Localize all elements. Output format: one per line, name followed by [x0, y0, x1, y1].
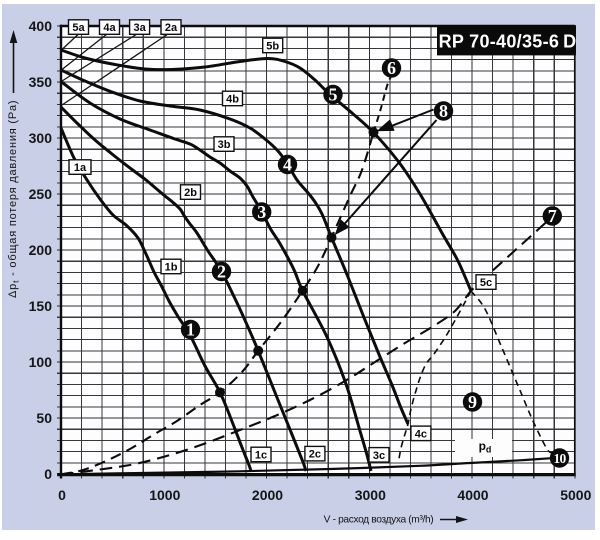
svg-text:50: 50 — [36, 410, 52, 426]
svg-text:5b: 5b — [266, 41, 279, 53]
svg-text:1000: 1000 — [149, 487, 180, 503]
svg-text:5a: 5a — [72, 22, 85, 34]
svg-text:7: 7 — [548, 206, 557, 226]
svg-text:150: 150 — [29, 298, 53, 314]
svg-text:3: 3 — [257, 202, 266, 222]
svg-text:8: 8 — [439, 101, 448, 121]
svg-text:1: 1 — [186, 320, 195, 340]
svg-text:10: 10 — [554, 451, 567, 466]
svg-text:300: 300 — [29, 130, 53, 146]
svg-text:V - расход воздуха (m³/h): V - расход воздуха (m³/h) — [324, 515, 434, 526]
svg-text:6: 6 — [387, 58, 396, 78]
svg-text:1b: 1b — [165, 262, 178, 274]
svg-text:4: 4 — [283, 155, 292, 175]
svg-text:0: 0 — [44, 466, 52, 482]
svg-text:2: 2 — [217, 262, 226, 282]
svg-text:400: 400 — [29, 18, 53, 34]
svg-text:2c: 2c — [309, 449, 321, 461]
svg-text:250: 250 — [29, 186, 53, 202]
svg-text:3000: 3000 — [355, 487, 386, 503]
svg-text:4000: 4000 — [457, 487, 488, 503]
svg-text:100: 100 — [29, 354, 53, 370]
svg-text:5000: 5000 — [560, 487, 591, 503]
svg-text:3a: 3a — [133, 22, 146, 34]
svg-text:200: 200 — [29, 242, 53, 258]
svg-text:4c: 4c — [415, 428, 427, 440]
svg-text:4a: 4a — [103, 22, 116, 34]
svg-text:5: 5 — [329, 85, 338, 105]
svg-text:1c: 1c — [255, 450, 267, 462]
svg-text:2b: 2b — [184, 187, 197, 199]
svg-text:350: 350 — [29, 74, 53, 90]
svg-text:9: 9 — [468, 392, 477, 412]
svg-text:4b: 4b — [226, 94, 239, 106]
svg-text:2000: 2000 — [252, 487, 283, 503]
svg-text:1a: 1a — [74, 162, 87, 174]
svg-text:2a: 2a — [165, 22, 178, 34]
svg-text:0: 0 — [58, 487, 66, 503]
svg-text:RP 70-40/35-6 D: RP 70-40/35-6 D — [439, 32, 577, 52]
svg-text:3b: 3b — [218, 139, 231, 151]
svg-text:3c: 3c — [373, 450, 385, 462]
svg-text:Δpt - общая потеря давления (P: Δpt - общая потеря давления (Pa) — [7, 100, 21, 298]
svg-text:5c: 5c — [480, 277, 492, 289]
